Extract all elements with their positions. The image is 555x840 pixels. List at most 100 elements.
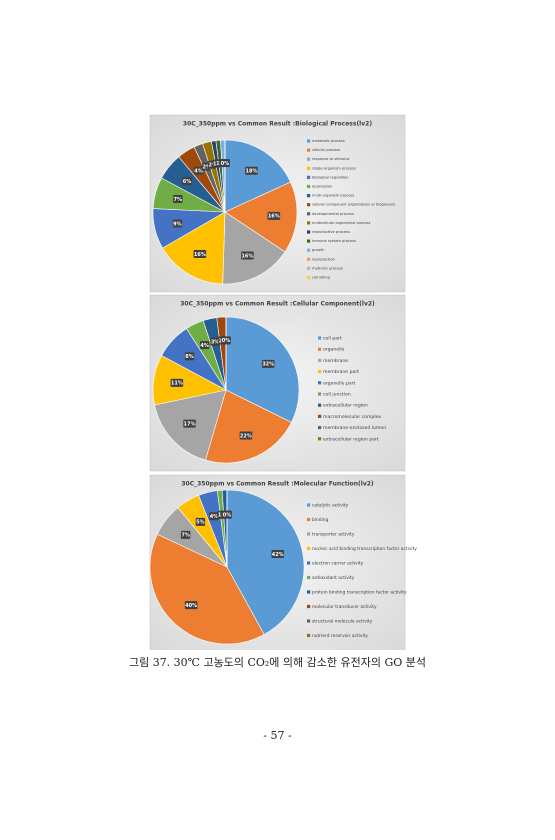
data-label-box (241, 251, 254, 260)
legend-label: cellular component organization or bioge… (312, 203, 395, 207)
legend-swatch (318, 426, 322, 430)
legend-label: nucleic acid binding transcription facto… (312, 546, 417, 552)
legend-swatch (307, 619, 311, 623)
legend-label: reproduction (312, 257, 335, 261)
charts: 30C_350ppm vs Common Result :Biological … (149, 114, 417, 650)
data-label: 17% (184, 421, 196, 427)
legend-swatch (307, 575, 311, 580)
chart-panel: 30C_350ppm vs Common Result :Molecular F… (149, 474, 417, 650)
legend-label: developmental process (312, 212, 354, 216)
legend-label: localization (312, 185, 332, 189)
legend-label: cell killing (312, 276, 330, 280)
legend-swatch (307, 212, 311, 216)
data-label-box (184, 352, 195, 361)
legend-swatch (307, 266, 311, 270)
legend-label: macromolecular complex (323, 414, 381, 420)
data-label-box (267, 211, 281, 220)
legend-swatch (307, 139, 311, 143)
data-label-box (271, 549, 285, 558)
legend-label: extracellular region (323, 403, 368, 409)
legend-label: membrane (323, 358, 348, 364)
legend-label: transporter activity (312, 532, 355, 538)
data-label: 4% (200, 343, 209, 349)
data-label: 8% (185, 354, 194, 360)
legend-label: catalytic activity (312, 503, 349, 509)
legend-swatch (307, 239, 311, 243)
pie-slice (224, 139, 291, 213)
data-label-box (173, 194, 183, 203)
data-label: 0% (222, 338, 231, 344)
legend-label: multi-organism process (312, 194, 354, 198)
chart-panel: 30C_350ppm vs Common Result :Cellular Co… (149, 294, 406, 472)
data-label: 16% (194, 252, 206, 258)
data-label-box (182, 177, 192, 186)
legend-label: electron carrier activity (312, 561, 364, 567)
data-label: 40% (185, 603, 197, 609)
chart-panel: 30C_350ppm vs Common Result :Biological … (149, 114, 406, 293)
data-label: 18% (245, 169, 257, 175)
legend-swatch (307, 633, 311, 638)
data-label: 9% (173, 221, 182, 227)
data-label-box (199, 341, 210, 350)
legend-label: cellular process (312, 148, 340, 152)
pie-slice (222, 211, 286, 285)
legend-swatch (307, 148, 311, 152)
legend-label: membrane part (323, 369, 359, 375)
chart-title: 30C_350ppm vs Common Result :Biological … (183, 121, 372, 128)
legend-swatch (318, 392, 322, 396)
legend-label: extracellular region part (323, 436, 379, 442)
figure-caption: 그림 37. 30℃ 고농도의 CO₂에 의해 감소한 유전자의 GO 분석 (128, 656, 427, 669)
data-label-box (261, 359, 275, 368)
legend-label: cell junction (323, 392, 351, 398)
data-label: 42% (272, 552, 284, 558)
legend-swatch (318, 414, 322, 418)
chart-title: 30C_350ppm vs Common Result :Cellular Co… (180, 301, 375, 308)
legend-label: cell part (323, 336, 342, 342)
legend-swatch (307, 157, 311, 161)
data-label-box (184, 601, 198, 610)
data-label-box (183, 419, 196, 428)
data-label: 4% (194, 169, 203, 175)
data-label: 16% (268, 214, 280, 220)
legend-swatch (307, 561, 311, 565)
data-label-box (180, 530, 191, 539)
data-label: 0% (221, 161, 230, 167)
legend-label: immune system process (312, 239, 356, 243)
legend-swatch (307, 532, 311, 536)
pie-slice (226, 489, 305, 635)
legend-swatch (307, 546, 311, 551)
legend-label: rhythmic process (312, 266, 343, 270)
legend-swatch (318, 403, 322, 407)
legend-swatch (307, 203, 311, 207)
data-label: 7% (181, 533, 190, 539)
data-label: 5% (196, 520, 205, 526)
legend-swatch (307, 275, 311, 280)
legend-swatch (307, 590, 311, 594)
data-label: 16% (241, 253, 253, 259)
chart-title: 30C_350ppm vs Common Result :Molecular F… (181, 481, 374, 488)
data-label: 4% (210, 514, 219, 520)
data-label-box (195, 517, 206, 526)
data-label: 0% (223, 512, 232, 518)
pie-slice (149, 533, 265, 645)
legend-label: antioxidant activity (312, 575, 355, 581)
legend-swatch (318, 370, 322, 374)
legend-swatch (307, 221, 311, 225)
data-label: 11% (171, 381, 183, 387)
data-label: 3% (211, 339, 220, 345)
data-label-box (220, 159, 230, 168)
legend-swatch (307, 175, 311, 179)
data-label-box (209, 512, 219, 521)
data-label-box (210, 337, 220, 346)
legend-label: metabolic process (312, 139, 345, 143)
pie-slice (205, 389, 292, 464)
data-label: 6% (183, 179, 192, 185)
legend-swatch (307, 257, 311, 261)
legend-swatch (318, 437, 322, 441)
data-label-box (172, 219, 183, 228)
data-label: 32% (262, 362, 274, 368)
legend-label: membrane-enclosed lumen (323, 425, 386, 431)
legend-label: structural molecule activity (312, 619, 373, 625)
legend-label: molecular transducer activity (312, 604, 377, 610)
data-label: 22% (240, 433, 252, 439)
